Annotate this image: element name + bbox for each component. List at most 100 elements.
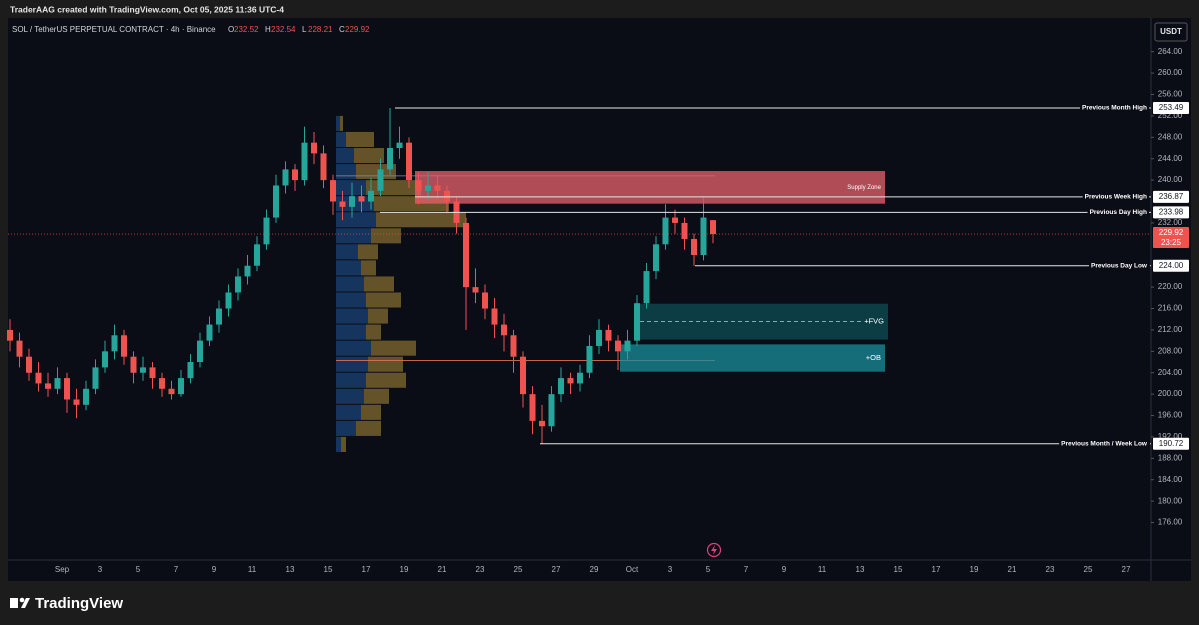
current-price-badge xyxy=(1153,227,1189,249)
y-tick-label: 176.00 xyxy=(1158,518,1183,527)
candle-body xyxy=(662,217,669,245)
x-tick-label: 25 xyxy=(1084,565,1093,574)
candle-body xyxy=(558,378,564,395)
profile-buy xyxy=(336,372,366,388)
currency[interactable]: USDT xyxy=(1160,27,1182,36)
alert-icon[interactable] xyxy=(706,542,722,558)
x-tick-label: 13 xyxy=(856,565,865,574)
price-badge xyxy=(1153,437,1189,450)
logo-shape xyxy=(10,598,18,608)
x-tick-label: 23 xyxy=(1046,565,1055,574)
x-tick-label: 21 xyxy=(438,565,447,574)
x-tick-label: 21 xyxy=(1008,565,1017,574)
candle-body xyxy=(330,180,336,202)
profile-sell xyxy=(368,356,403,372)
candle-body xyxy=(54,378,61,389)
candle-body xyxy=(16,340,23,357)
candle-body xyxy=(548,394,555,427)
zone-label: +FVG xyxy=(864,317,884,326)
ohlc-value: 229.92 xyxy=(345,25,370,34)
zone xyxy=(415,171,885,204)
x-tick-label: 29 xyxy=(590,565,599,574)
candle-body xyxy=(121,335,127,357)
currency-button[interactable] xyxy=(1154,22,1188,42)
profile-buy xyxy=(336,324,366,340)
candle-body xyxy=(577,372,583,384)
footer-logo xyxy=(10,597,30,608)
candle-body xyxy=(643,271,650,304)
ohlc-key: O xyxy=(228,25,234,34)
profile-buy xyxy=(336,115,340,131)
profile-buy xyxy=(336,228,371,244)
candle-body xyxy=(254,244,260,266)
candle-body xyxy=(444,190,450,202)
y-tick-label: 264.00 xyxy=(1158,47,1183,56)
candle-body xyxy=(7,329,13,341)
profile-sell xyxy=(366,324,381,340)
candle-body xyxy=(178,378,184,395)
x-tick-label: 27 xyxy=(1122,565,1131,574)
x-tick-label: Oct xyxy=(626,565,639,574)
level-label: Previous Month / Week Low xyxy=(1061,441,1148,448)
ohlc-value: 228.21 xyxy=(308,25,333,34)
profile-sell xyxy=(358,244,378,260)
candle-body xyxy=(567,378,574,384)
level-label-bg xyxy=(1059,440,1150,448)
x-tick-label: 15 xyxy=(324,565,333,574)
y-tick-label: 180.00 xyxy=(1158,496,1183,505)
profile-buy xyxy=(336,260,361,276)
profile-sell xyxy=(371,340,416,356)
ohlc-key: H xyxy=(265,25,271,34)
price-badge-label: 224.00 xyxy=(1159,261,1184,270)
profile-sell xyxy=(366,292,401,308)
x-tick-label: 9 xyxy=(212,565,217,574)
x-tick-label: 11 xyxy=(248,565,257,574)
x-tick-label: 17 xyxy=(362,565,371,574)
candle-body xyxy=(45,383,51,389)
profile-sell xyxy=(371,228,401,244)
candle-body xyxy=(26,356,32,373)
profile-sell xyxy=(341,436,346,452)
price-badge-label: 253.49 xyxy=(1159,103,1184,112)
candle-body xyxy=(387,148,393,170)
candle-body xyxy=(35,372,42,384)
level-label: Previous Month High xyxy=(1082,105,1147,112)
candle-body xyxy=(681,222,688,239)
candle-body xyxy=(111,335,118,352)
candle-body xyxy=(349,196,355,207)
candle-body xyxy=(472,287,479,293)
profile-sell xyxy=(364,388,389,404)
profile-buy xyxy=(336,388,364,404)
y-tick-label: 256.00 xyxy=(1158,90,1183,99)
y-tick-label: 208.00 xyxy=(1158,346,1183,355)
profile-buy xyxy=(336,244,358,260)
x-tick-label: 5 xyxy=(706,565,711,574)
profile-sell xyxy=(361,260,376,276)
x-tick-label: 7 xyxy=(174,565,179,574)
candle-body xyxy=(64,378,70,400)
x-tick-label: 19 xyxy=(400,565,409,574)
profile-buy xyxy=(336,180,366,196)
x-tick-label: Sep xyxy=(55,565,70,574)
y-tick-label: 260.00 xyxy=(1158,68,1183,77)
x-tick-label: 3 xyxy=(98,565,103,574)
alert-icon[interactable] xyxy=(711,545,717,555)
candle-body xyxy=(605,329,612,341)
profile-sell xyxy=(340,115,343,131)
candle-body xyxy=(653,244,659,272)
candle-body xyxy=(501,324,507,336)
profile-sell xyxy=(366,180,421,196)
profile-sell xyxy=(354,148,384,164)
candle-body xyxy=(235,276,241,293)
candle-body xyxy=(311,142,317,154)
y-tick-label: 212.00 xyxy=(1158,325,1183,334)
price-badge-label: 233.98 xyxy=(1159,207,1184,216)
candle-body xyxy=(149,367,156,379)
candle-body xyxy=(244,265,251,277)
profile-buy xyxy=(336,292,366,308)
current-price-label: 229.92 xyxy=(1159,228,1184,237)
candle-body xyxy=(710,220,716,235)
candle-body xyxy=(159,378,165,389)
level-label-bg xyxy=(1080,104,1150,112)
candle-body xyxy=(73,399,80,405)
